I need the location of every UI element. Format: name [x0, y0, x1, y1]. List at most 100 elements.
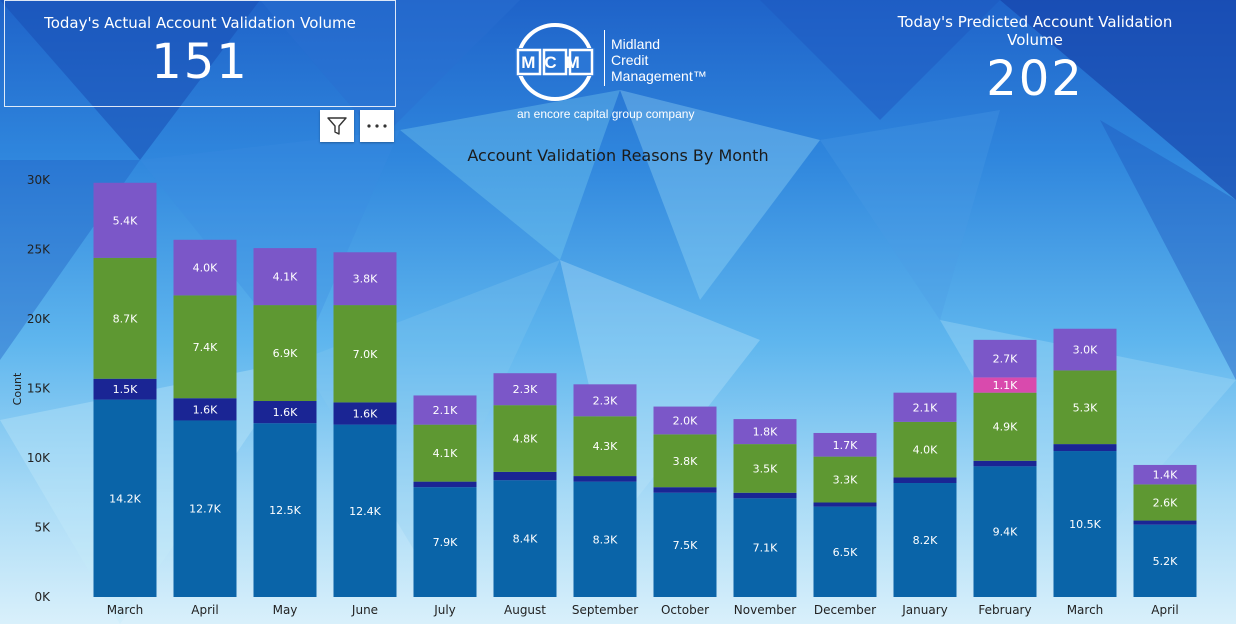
bar-segment — [893, 477, 957, 484]
data-label: 5.3K — [1073, 401, 1098, 414]
data-label: 1.7K — [833, 439, 858, 452]
predicted-volume-title: Today's Predicted Account Validation Vol… — [897, 13, 1173, 49]
bar-segment — [333, 305, 397, 403]
x-tick-label: July — [433, 603, 456, 617]
data-label: 12.4K — [349, 505, 381, 518]
more-options-icon — [367, 124, 387, 128]
bar-segment — [973, 460, 1037, 467]
bar-segment — [893, 421, 957, 478]
actual-volume-title: Today's Actual Account Validation Volume — [44, 14, 356, 32]
data-label: 4.0K — [913, 444, 938, 457]
bar-segment — [573, 416, 637, 477]
data-label: 5.2K — [1153, 555, 1178, 568]
data-label: 1.6K — [193, 403, 218, 416]
bar-segment — [1053, 370, 1117, 445]
x-tick-label: December — [814, 603, 876, 617]
data-label: 8.7K — [113, 312, 138, 325]
bar-segment — [973, 466, 1037, 597]
x-tick-label: November — [734, 603, 796, 617]
data-label: 2.1K — [433, 404, 458, 417]
data-label: 3.5K — [753, 462, 778, 475]
more-options-button[interactable] — [360, 110, 394, 142]
bar-segment — [813, 502, 877, 507]
data-label: 3.8K — [353, 273, 378, 286]
data-label: 12.5K — [269, 504, 301, 517]
data-label: 7.4K — [193, 341, 218, 354]
bar-segment — [733, 492, 797, 499]
predicted-volume-value: 202 — [986, 51, 1084, 107]
data-label: 1.5K — [113, 383, 138, 396]
bar-segment — [733, 444, 797, 493]
x-tick-label: March — [1067, 603, 1104, 617]
bar-segment — [253, 305, 317, 402]
x-tick-label: May — [273, 603, 298, 617]
actual-volume-value: 151 — [151, 34, 249, 90]
data-label: 4.3K — [593, 440, 618, 453]
logo-line-2: Credit — [611, 52, 649, 68]
data-label: 6.5K — [833, 546, 858, 559]
data-label: 10.5K — [1069, 518, 1101, 531]
data-label: 8.3K — [593, 533, 618, 546]
y-tick-label: 0K — [34, 590, 51, 604]
logo-line-3: Management™ — [611, 68, 707, 84]
bar-segment — [333, 402, 397, 425]
bar-segment — [413, 395, 477, 425]
data-label: 7.0K — [353, 348, 378, 361]
bar-segment — [573, 384, 637, 417]
data-label: 9.4K — [993, 526, 1018, 539]
bar-segment — [733, 419, 797, 445]
bar-segment — [653, 406, 717, 435]
bar-segment — [253, 248, 317, 306]
bar-segment — [493, 373, 557, 406]
x-tick-label: January — [901, 603, 948, 617]
bar-segment — [173, 295, 237, 399]
bar-segment — [733, 498, 797, 597]
filter-button[interactable] — [320, 110, 354, 142]
bar-segment — [413, 424, 477, 482]
x-tick-label: February — [978, 603, 1031, 617]
logo-line-1: Midland — [611, 36, 661, 52]
data-label: 3.0K — [1073, 344, 1098, 357]
bar-segment — [493, 480, 557, 597]
bar-segment — [1053, 451, 1117, 597]
filter-icon — [327, 117, 347, 135]
data-label: 12.7K — [189, 503, 221, 516]
data-label: 14.2K — [109, 492, 141, 505]
bar-segment — [493, 405, 557, 472]
x-tick-label: August — [504, 603, 546, 617]
bar-segment — [893, 483, 957, 597]
bar-segment — [93, 378, 157, 400]
predicted-volume-card: Today's Predicted Account Validation Vol… — [870, 0, 1200, 107]
bar-segment — [1133, 484, 1197, 521]
bar-segment — [1053, 444, 1117, 452]
data-label: 7.9K — [433, 536, 458, 549]
data-label: 2.1K — [913, 401, 938, 414]
x-tick-label: April — [1151, 603, 1178, 617]
chart-title: Account Validation Reasons By Month — [467, 146, 769, 165]
bar-segment — [93, 257, 157, 379]
data-label: 2.3K — [513, 383, 538, 396]
data-label: 4.8K — [513, 433, 538, 446]
bar-segment — [973, 392, 1037, 461]
bar-segment — [1053, 328, 1117, 371]
data-label: 1.1K — [993, 379, 1018, 392]
x-tick-label: June — [351, 603, 378, 617]
data-label: 3.8K — [673, 455, 698, 468]
data-label: 2.7K — [993, 353, 1018, 366]
y-tick-label: 5K — [34, 521, 51, 535]
bar-segment — [253, 423, 317, 597]
x-tick-label: September — [572, 603, 638, 617]
bar-segment — [413, 487, 477, 597]
bar-segment — [173, 420, 237, 597]
bar-segment — [1133, 524, 1197, 597]
bar-segment — [173, 398, 237, 421]
data-label: 7.1K — [753, 542, 778, 555]
bar-segment — [973, 377, 1037, 393]
data-label: 1.6K — [273, 406, 298, 419]
data-label: 4.0K — [193, 262, 218, 275]
data-label: 8.2K — [913, 534, 938, 547]
data-label: 3.3K — [833, 474, 858, 487]
bar-segment — [893, 392, 957, 422]
data-label: 8.4K — [513, 533, 538, 546]
bar-segment — [653, 492, 717, 597]
